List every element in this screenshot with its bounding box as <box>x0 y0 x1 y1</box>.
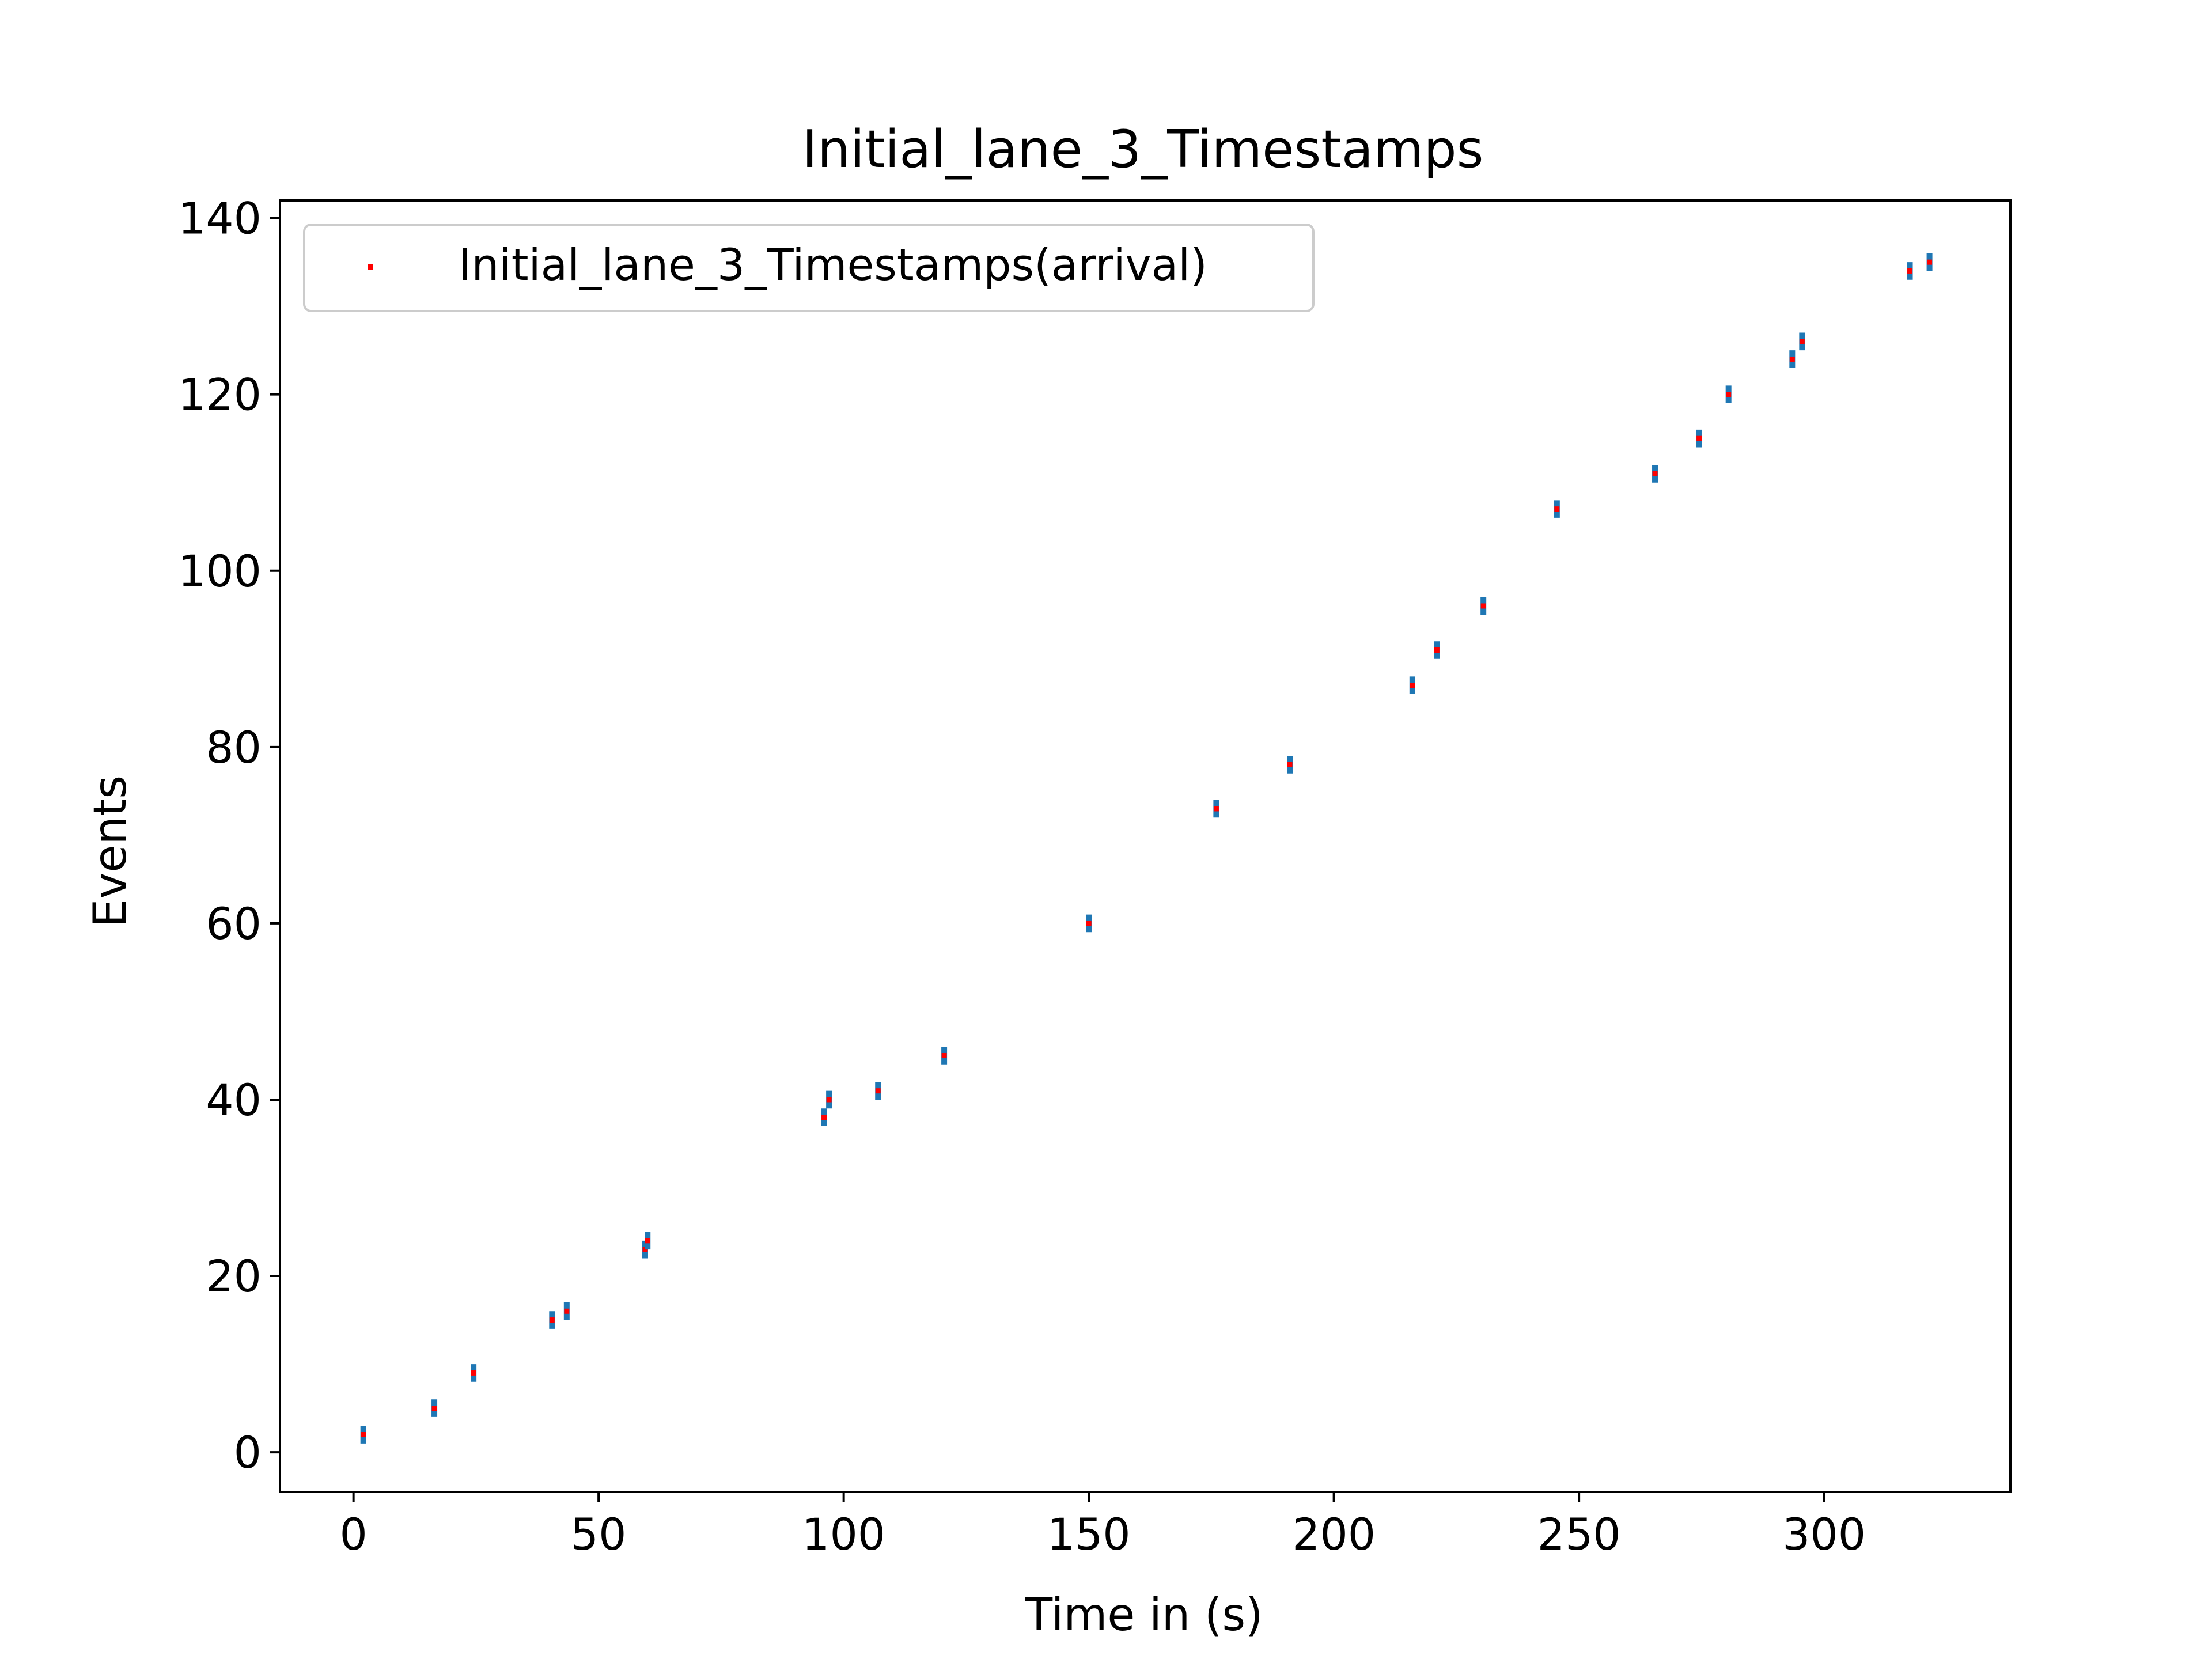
data-point <box>645 1238 650 1244</box>
x-tick-label: 50 <box>571 1509 627 1560</box>
legend-box <box>303 224 1315 312</box>
data-point <box>875 1088 881 1094</box>
x-tick-label: 0 <box>339 1509 367 1560</box>
y-tick-label: 80 <box>206 722 262 773</box>
data-point <box>1410 683 1415 688</box>
data-point <box>1554 506 1560 512</box>
x-axis-label: Time in (s) <box>1024 1589 1263 1641</box>
plot-frame <box>279 199 2012 1493</box>
data-marks <box>360 253 1933 1444</box>
chart-title: Initial_lane_3_Timestamps <box>802 119 1483 180</box>
y-tick-label: 60 <box>206 898 262 949</box>
data-point <box>1287 762 1293 767</box>
y-tick-label: 120 <box>178 369 262 421</box>
x-tick-label: 100 <box>802 1509 885 1560</box>
data-point <box>1434 647 1440 653</box>
x-tick-label: 300 <box>1782 1509 1866 1560</box>
data-point <box>1799 339 1805 344</box>
data-point <box>1789 356 1795 362</box>
y-tick-label: 140 <box>178 193 262 244</box>
data-point <box>361 1432 366 1438</box>
data-point <box>1086 921 1092 926</box>
x-axis: 0 50 100 150 200 250 300 <box>339 1492 1866 1560</box>
x-tick-label: 250 <box>1537 1509 1621 1560</box>
y-axis: 0 20 40 60 80 100 120 140 <box>178 193 280 1478</box>
x-tick-label: 150 <box>1047 1509 1131 1560</box>
y-tick-label: 100 <box>178 546 262 597</box>
legend-entry-label: Initial_lane_3_Timestamps(arrival) <box>459 239 1207 290</box>
data-point <box>1652 471 1658 476</box>
data-point <box>1213 806 1219 812</box>
y-axis-label: Events <box>85 775 137 927</box>
data-point <box>549 1317 555 1323</box>
data-point <box>941 1052 947 1058</box>
data-point <box>1726 392 1732 397</box>
y-tick-label: 40 <box>206 1074 262 1126</box>
data-point <box>1696 435 1702 441</box>
data-point <box>821 1115 827 1120</box>
data-point <box>431 1406 437 1411</box>
x-tick-label: 200 <box>1292 1509 1376 1560</box>
plot-background <box>280 200 2010 1492</box>
data-point <box>1907 268 1913 274</box>
plot-area <box>279 199 2012 1493</box>
data-point <box>1480 603 1486 609</box>
legend: Initial_lane_3_Timestamps(arrival) <box>303 224 1315 312</box>
data-point <box>564 1308 570 1314</box>
y-tick-label: 20 <box>206 1251 262 1302</box>
legend-marker <box>368 264 373 270</box>
data-point <box>471 1370 476 1376</box>
y-tick-label: 0 <box>234 1427 262 1478</box>
data-point <box>1927 259 1933 265</box>
data-point <box>826 1097 832 1103</box>
